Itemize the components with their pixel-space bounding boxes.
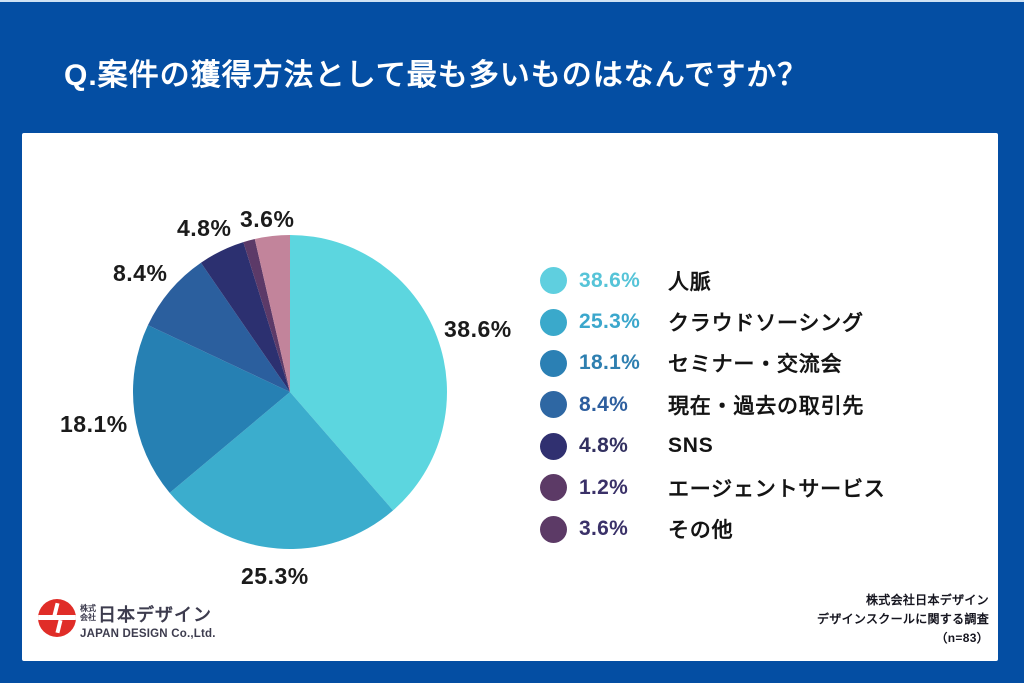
legend-dot-icon	[540, 515, 567, 543]
legend-label: エージェントサービス	[668, 477, 886, 501]
legend-item: 4.8% SNS	[540, 426, 886, 467]
logo-text: 株式会社 日本デザイン JAPAN DESIGN Co.,Ltd.	[80, 599, 216, 640]
legend-item: 38.6% 人脈	[540, 260, 886, 301]
legend-percent: 3.6%	[579, 517, 629, 541]
top-edge-strip	[0, 0, 1024, 2]
legend-percent: 25.3%	[579, 310, 641, 334]
legend-dot-icon	[540, 349, 567, 377]
pie-value-label: 8.4%	[113, 260, 168, 286]
legend-percent: 38.6%	[579, 268, 641, 292]
legend-item: 18.1% セミナー・交流会	[540, 343, 886, 384]
logo-company-prefix: 株式会社	[80, 604, 96, 622]
legend-item: 1.2% エージェントサービス	[540, 467, 886, 508]
pie-slice-1	[290, 235, 447, 511]
legend-label: 現在・過去の取引先	[668, 394, 865, 418]
legend-percent: 18.1%	[579, 351, 641, 375]
legend-item: 25.3% クラウドソーシング	[540, 301, 886, 342]
legend-percent: 4.8%	[579, 434, 629, 458]
pie-value-label: 3.6%	[240, 206, 295, 232]
legend-percent: 8.4%	[579, 392, 629, 416]
legend-item: 3.6% その他	[540, 508, 886, 549]
chart-card: 38.6% 25.3% 18.1% 8.4% 4.8% 3.6% 38.6% 人脈 25.3%…	[22, 133, 998, 661]
legend-percent: 1.2%	[579, 475, 629, 499]
logo-company-name: 日本デザイン	[98, 605, 212, 625]
pie-slice-5	[200, 242, 290, 392]
source-line-company: 株式会社日本デザイン	[865, 593, 989, 607]
company-logo: 株式会社 日本デザイン JAPAN DESIGN Co.,Ltd.	[38, 599, 216, 640]
legend-label: その他	[668, 519, 734, 543]
pie-value-label: 4.8%	[177, 215, 232, 241]
pie-value-label: 38.6%	[444, 316, 512, 342]
pie-value-label: 25.3%	[241, 563, 309, 589]
japan-design-logo-icon	[38, 599, 76, 637]
legend-label: 人脈	[668, 270, 712, 294]
legend-dot-icon	[540, 432, 567, 460]
legend-dot-icon	[540, 267, 567, 295]
legend-label: クラウドソーシング	[668, 312, 864, 336]
page-title: Q.案件の獲得方法として最も多いものはなんですか？	[64, 59, 809, 92]
pie-slice-6	[243, 239, 290, 392]
pie-slice-4	[147, 262, 290, 392]
legend-item: 8.4% 現在・過去の取引先	[540, 384, 886, 425]
logo-company-name-en: JAPAN DESIGN Co.,Ltd.	[80, 628, 216, 640]
pie-slice-3	[132, 325, 290, 493]
legend-dot-icon	[540, 474, 567, 502]
legend-dot-icon	[540, 391, 567, 419]
pie-value-label: 18.1%	[60, 411, 128, 437]
legend-dot-icon	[540, 308, 567, 336]
legend: 38.6% 人脈 25.3% クラウドソーシング 18.1% セミナー・交流会 8.4% 現在…	[540, 260, 886, 550]
survey-source: 株式会社日本デザイン デザインスクールに関する調査 （n=83）	[817, 591, 989, 648]
source-line-sample-size: （n=83）	[935, 631, 989, 645]
pie-chart	[132, 235, 447, 549]
source-line-survey: デザインスクールに関する調査	[817, 612, 989, 626]
pie-slice-2	[169, 392, 394, 549]
legend-label: セミナー・交流会	[668, 353, 843, 377]
pie-slice-7	[254, 235, 290, 392]
legend-label: SNS	[668, 434, 714, 458]
